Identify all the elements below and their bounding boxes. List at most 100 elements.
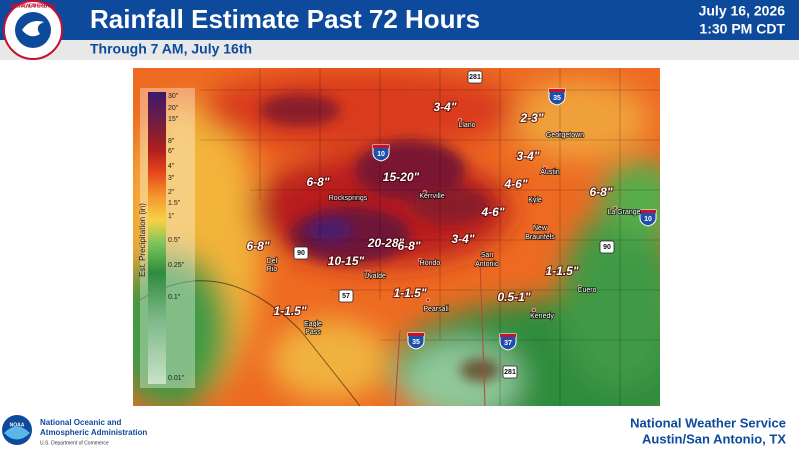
- rainfall-amount: 6-8": [306, 175, 329, 189]
- us-highway-shield: [502, 365, 518, 379]
- city-label: Hondo: [420, 260, 441, 267]
- interstate-shield: [639, 209, 657, 227]
- subtitle: Through 7 AM, July 16th: [90, 41, 252, 57]
- rainfall-amount: 6-8": [397, 239, 420, 253]
- time: 1:30 PM CDT: [699, 21, 785, 37]
- interstate-shield-top: [373, 145, 389, 148]
- city-label: Uvalde: [364, 273, 386, 280]
- city-label: Antonio: [475, 261, 499, 268]
- date: July 16, 2026: [699, 3, 786, 19]
- rainfall-amount: 3-4": [516, 149, 539, 163]
- rainfall-amount: 15-20": [383, 170, 420, 184]
- city-label: Del: [267, 258, 278, 265]
- highway-number: 35: [553, 95, 561, 102]
- noaa-line2: Atmospheric Administration: [40, 428, 147, 437]
- nws-logo: NATIONAL WEATHER SERVICE: [3, 0, 63, 60]
- legend-label: 0.1": [168, 294, 181, 301]
- city-label: Pass: [305, 329, 321, 336]
- city-label: Cuero: [577, 287, 596, 294]
- rainfall-amount: 1-1.5": [545, 264, 578, 278]
- legend-label: 30": [168, 93, 179, 100]
- header-bar: [0, 0, 799, 40]
- rainfall-amount: 6-8": [589, 185, 612, 199]
- title: Rainfall Estimate Past 72 Hours: [90, 4, 480, 34]
- us-highway-shield: [467, 70, 483, 84]
- interstate-shield-top: [640, 210, 656, 213]
- legend-label: 0.5": [168, 237, 181, 244]
- city-label: Llano: [458, 122, 475, 129]
- city-label: Austin: [540, 169, 560, 176]
- rainfall-amount: 0.5-1": [497, 290, 530, 304]
- city-label: Georgetown: [546, 132, 584, 139]
- interstate-shield: [499, 333, 517, 351]
- city-label: Kyle: [528, 197, 542, 204]
- rainfall-amount: 4-6": [480, 205, 504, 219]
- city-label: Rocksprings: [329, 195, 368, 202]
- city-label: New: [533, 225, 548, 232]
- legend-label: 2": [168, 189, 175, 196]
- rainfall-amount: 6-8": [246, 239, 269, 253]
- city-dot: [542, 165, 548, 171]
- interstate-shield-top: [408, 333, 424, 336]
- city-dot: [457, 117, 463, 123]
- noaa-line3: U.S. Department of Commerce: [40, 440, 109, 446]
- city-label: Kenedy: [530, 313, 554, 320]
- city-dot: [531, 307, 537, 313]
- city-label: Pearsall: [423, 306, 449, 313]
- legend-colorbar: [148, 92, 166, 384]
- rainfall-amount: 1-1.5": [273, 304, 306, 318]
- legend-label: 3": [168, 175, 175, 182]
- rainfall-amount: 3-4": [451, 232, 474, 246]
- legend-label: 0.01": [168, 375, 185, 382]
- legend-title: Est. Precipitation (in): [138, 203, 147, 277]
- city-label: Kerrville: [419, 193, 444, 200]
- highway-number: 90: [603, 244, 611, 251]
- interstate-shield: [407, 332, 425, 350]
- city-dot: [577, 284, 583, 290]
- city-dot: [612, 205, 618, 211]
- interstate-shield: [372, 144, 390, 162]
- us-highway-shield: [599, 240, 615, 254]
- rainfall-amount: 4-6": [503, 177, 527, 191]
- highway-number: 57: [342, 293, 350, 300]
- legend-label: 8": [168, 138, 175, 145]
- city-label: Eagle: [304, 321, 322, 328]
- rainfall-amount: 1-1.5": [393, 286, 426, 300]
- highway-number: 10: [377, 151, 385, 158]
- rainfall-amount: 10-15": [328, 254, 365, 268]
- noaa-logo: NOAA: [2, 415, 32, 445]
- legend-label: 15": [168, 116, 179, 123]
- city-dot: [422, 189, 428, 195]
- interstate-shield-top: [549, 89, 565, 92]
- logo-text: NATIONAL WEATHER SERVICE: [10, 3, 57, 9]
- legend-label: 20": [168, 105, 179, 112]
- highway-number: 10: [644, 216, 652, 223]
- city-label: Rio: [267, 266, 278, 273]
- city-dot: [425, 297, 431, 303]
- city-dot: [557, 129, 563, 135]
- highway-number: 281: [504, 369, 516, 376]
- highway-number: 37: [504, 340, 512, 347]
- noaa-line1: National Oceanic and: [40, 418, 121, 427]
- rainfall-amount: 20-28": [367, 236, 405, 250]
- highway-number: 35: [412, 339, 420, 346]
- rainfall-amount: 2-3": [519, 111, 543, 125]
- rainfall-map: [133, 68, 660, 406]
- rainfall-amount: 3-4": [433, 100, 456, 114]
- legend-label: 1": [168, 213, 175, 220]
- subtitle-bar: [0, 40, 799, 60]
- svg-text:NOAA: NOAA: [10, 422, 25, 428]
- city-label: San: [481, 252, 494, 259]
- highway-number: 281: [469, 74, 481, 81]
- city-label: La Grange: [607, 209, 640, 216]
- highway-number: 90: [297, 250, 305, 257]
- legend-label: 4": [168, 163, 175, 170]
- interstate-shield: [548, 88, 566, 106]
- legend-label: 0.25": [168, 262, 185, 269]
- city-dot: [417, 257, 423, 263]
- office-line1: National Weather Service: [630, 415, 786, 430]
- legend-label: 6": [168, 148, 175, 155]
- office-line2: Austin/San Antonio, TX: [642, 431, 786, 446]
- us-highway-shield: [338, 289, 354, 303]
